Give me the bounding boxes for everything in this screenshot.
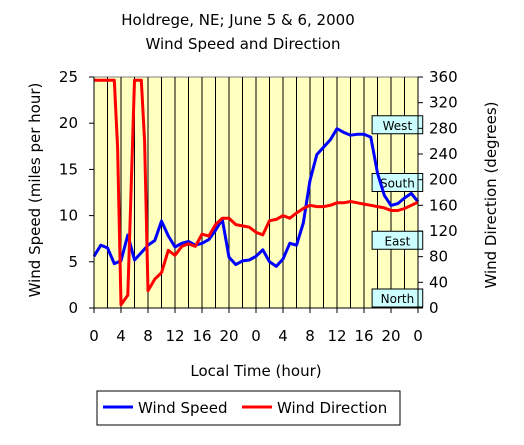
y-tick-label-left: 0	[68, 299, 78, 317]
y-axis-label-left: Wind Speed (miles per hour)	[26, 83, 44, 298]
legend-label-wind-speed: Wind Speed	[138, 399, 228, 417]
chart-subtitle: Wind Speed and Direction	[145, 35, 340, 53]
direction-label: South	[380, 177, 415, 191]
x-axis-label: Local Time (hour)	[190, 362, 321, 380]
x-tick-label: 8	[143, 327, 153, 345]
x-tick-label: 20	[381, 327, 400, 345]
y-tick-label-left: 25	[59, 68, 78, 86]
y-tick-label-right: 320	[429, 94, 458, 112]
direction-label: West	[383, 119, 413, 133]
x-tick-label: 0	[89, 327, 99, 345]
direction-label-box	[371, 288, 424, 308]
x-tick-label: 4	[278, 327, 288, 345]
x-tick-label: 16	[354, 327, 373, 345]
y-tick-label-left: 20	[59, 114, 78, 132]
x-tick-label: 20	[219, 327, 238, 345]
direction-labels: North East South West	[371, 115, 424, 308]
x-tick-label: 16	[192, 327, 211, 345]
y-tick-label-right: 280	[429, 119, 458, 137]
y-tick-label-right: 160	[429, 196, 458, 214]
y-tick-label-right: 360	[429, 68, 458, 86]
y-tick-label-left: 15	[59, 160, 78, 178]
y-tick-label-right: 0	[429, 299, 439, 317]
x-tick-label: 4	[116, 327, 126, 345]
legend: Wind Speed Wind Direction	[96, 390, 401, 426]
direction-label-box	[371, 115, 424, 135]
series-line-wind-direction	[94, 78, 419, 307]
direction-label-box	[371, 230, 424, 250]
x-tick-label: 12	[165, 327, 184, 345]
direction-label: East	[384, 234, 410, 248]
direction-label: North	[381, 292, 415, 306]
y-tick-label-left: 10	[59, 207, 78, 225]
x-tick-label: 12	[327, 327, 346, 345]
y-tick-label-right: 80	[429, 248, 448, 266]
x-tick-label: 8	[305, 327, 315, 345]
direction-label-box	[371, 173, 424, 192]
y-tick-label-right: 240	[429, 145, 458, 163]
y-axis-label-right: Wind Direction (degrees)	[482, 101, 500, 288]
y-tick-label-right: 200	[429, 171, 458, 189]
x-tick-label: 0	[413, 327, 423, 345]
chart-title: Holdrege, NE; June 5 & 6, 2000	[121, 11, 354, 29]
series-lines	[92, 78, 420, 307]
y-tick-label-right: 120	[429, 222, 458, 240]
legend-label-wind-direction: Wind Direction	[277, 399, 387, 417]
y-tick-label-right: 40	[429, 273, 448, 291]
x-tick-label: 0	[251, 327, 261, 345]
y-tick-label-left: 5	[68, 253, 78, 271]
axes: 0 4 8 12 16 20 0 4 8 12 16 20 0051015202504080120160…	[59, 68, 458, 345]
